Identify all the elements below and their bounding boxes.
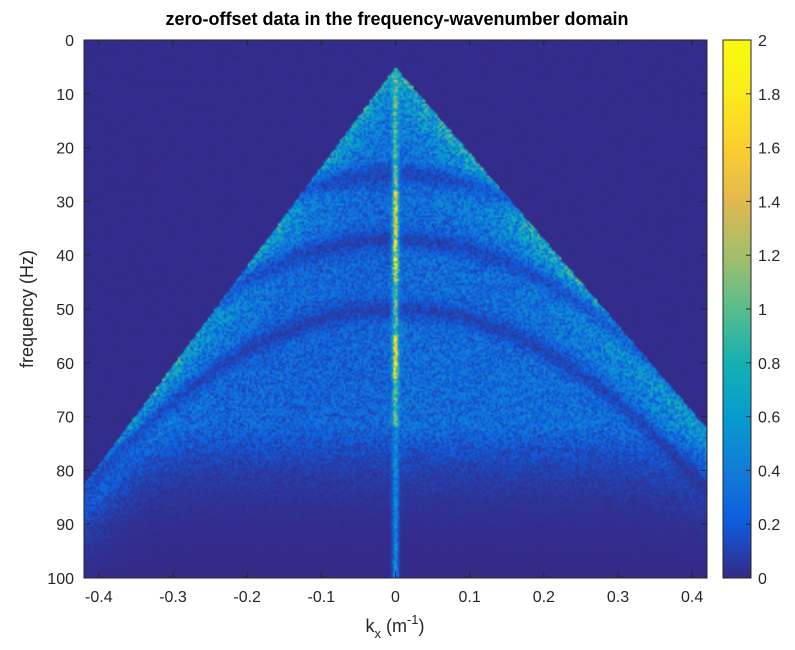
- x-tick-label: -0.1: [308, 589, 336, 606]
- colorbar-tick-label: 1: [758, 302, 767, 319]
- y-tick-label: 40: [56, 248, 74, 265]
- colorbar-tick-label: 1.8: [758, 87, 780, 104]
- x-tick-label: 0.1: [459, 589, 481, 606]
- colorbar-tick-label: 0.4: [758, 463, 780, 480]
- y-tick-label: 0: [65, 33, 74, 50]
- x-axis-label-unit-close: ): [419, 616, 425, 636]
- colorbar-tick-label: 0: [758, 571, 767, 588]
- colorbar-tick-label: 1.6: [758, 141, 780, 158]
- y-tick-label: 10: [56, 87, 74, 104]
- x-tick-label: 0.3: [607, 589, 629, 606]
- colorbar-tick-label: 0.6: [758, 410, 780, 427]
- y-tick-label: 100: [47, 571, 74, 588]
- x-axis-label-base: k: [365, 616, 375, 636]
- x-tick-label: -0.3: [159, 589, 187, 606]
- y-axis: 0 10 20 30 40 50 60 70 80 90 100: [47, 33, 707, 588]
- x-tick-label: 0.2: [533, 589, 555, 606]
- colorbar-tick-label: 0.8: [758, 356, 780, 373]
- plot-area: [83, 39, 708, 579]
- x-axis-label-subscript: x: [374, 626, 381, 641]
- colorbar-tick-label: 1.4: [758, 194, 780, 211]
- x-axis-label-superscript: -1: [407, 612, 419, 627]
- x-axis-label: kx (m-1): [365, 612, 424, 641]
- x-tick-label: 0.4: [681, 589, 703, 606]
- y-tick-label: 80: [56, 463, 74, 480]
- y-tick-label: 60: [56, 356, 74, 373]
- y-tick-label: 90: [56, 517, 74, 534]
- x-tick-label: 0: [391, 589, 400, 606]
- colorbar-tick-label: 0.2: [758, 517, 780, 534]
- heatmap-image: [84, 40, 707, 578]
- chart-title: zero-offset data in the frequency-wavenu…: [165, 9, 628, 29]
- colorbar-ticks: 0 0.2 0.4 0.6 0.8 1 1.2 1.4 1.6 1.8 2: [746, 33, 780, 588]
- y-tick-label: 30: [56, 194, 74, 211]
- x-axis-label-unit: (m: [381, 616, 407, 636]
- x-tick-label: -0.4: [85, 589, 113, 606]
- y-tick-label: 70: [56, 410, 74, 427]
- y-tick-label: 50: [56, 302, 74, 319]
- colorbar: 0 0.2 0.4 0.6 0.8 1 1.2 1.4 1.6 1.8 2: [722, 33, 780, 588]
- colorbar-tick-label: 1.2: [758, 248, 780, 265]
- x-axis: -0.4 -0.3 -0.2 -0.1 0 0.1 0.2 0.3 0.4: [85, 40, 703, 606]
- colorbar-tick-label: 2: [758, 33, 767, 50]
- y-axis-label: frequency (Hz): [17, 250, 37, 368]
- x-tick-label: -0.2: [233, 589, 261, 606]
- y-tick-label: 20: [56, 141, 74, 158]
